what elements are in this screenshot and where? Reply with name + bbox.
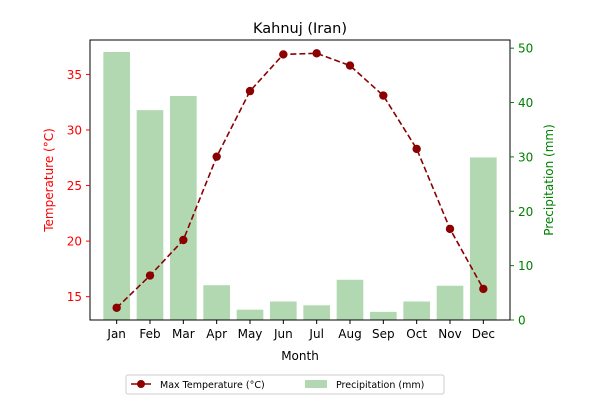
precip-bar-jun xyxy=(270,301,297,320)
temp-point-jun xyxy=(279,50,288,59)
temp-point-sep xyxy=(379,91,388,100)
x-tick-label: Apr xyxy=(206,327,227,341)
temperature-line xyxy=(112,49,488,312)
temp-point-nov xyxy=(445,224,455,234)
precip-bar-nov xyxy=(436,285,464,320)
x-tick-label: Nov xyxy=(438,327,461,341)
left-tick-label: 30 xyxy=(67,124,82,138)
temp-point-oct xyxy=(412,144,421,154)
x-tick-label: Jun xyxy=(273,327,293,341)
temp-point-apr xyxy=(212,152,221,161)
temp-point-jul xyxy=(312,49,321,58)
right-axis-ticks: 0 10 20 30 40 50 xyxy=(510,42,533,328)
temp-point-feb xyxy=(145,271,155,280)
left-axis-label: Temperature (°C) xyxy=(42,128,56,233)
legend-label-temperature: Max Temperature (°C) xyxy=(160,380,265,391)
precip-bar-sep xyxy=(370,311,397,320)
precip-bar-oct xyxy=(403,301,430,320)
plot-frame xyxy=(89,39,511,321)
x-tick-label: Jul xyxy=(308,327,323,341)
x-axis-ticks: Jan Feb Mar Apr May Jun Jul Aug Sep Oct Nov Dec xyxy=(106,320,495,341)
right-tick-label: 50 xyxy=(518,42,533,56)
right-tick-label: 20 xyxy=(518,205,533,219)
left-tick-label: 15 xyxy=(67,290,82,304)
precip-bar-dec xyxy=(470,157,497,320)
legend-marker-swatch xyxy=(137,380,145,388)
temp-point-mar xyxy=(179,235,188,245)
temp-point-may xyxy=(245,86,255,96)
legend: Max Temperature (°C) Precipitation (mm) xyxy=(125,374,445,395)
precip-bar-jan xyxy=(103,51,130,320)
right-tick-label: 40 xyxy=(518,96,533,110)
left-tick-label: 20 xyxy=(67,235,82,249)
legend-label-precipitation: Precipitation (mm) xyxy=(336,380,424,391)
chart-title: Kahnuj (Iran) xyxy=(253,21,347,37)
x-tick-label: Jan xyxy=(106,327,126,341)
x-tick-label: Dec xyxy=(472,327,495,341)
left-tick-label: 35 xyxy=(67,68,82,82)
precip-bar-may xyxy=(236,309,264,320)
right-axis-label: Precipitation (mm) xyxy=(542,124,556,236)
precip-bar-mar xyxy=(170,96,197,320)
legend-bar-swatch xyxy=(305,380,327,388)
x-tick-label: May xyxy=(238,327,263,341)
legend-frame xyxy=(125,374,445,395)
precipitation-bars xyxy=(103,51,497,320)
x-tick-label: Sep xyxy=(372,327,395,341)
temp-point-dec xyxy=(479,284,488,294)
x-axis-label: Month xyxy=(281,349,319,363)
right-tick-label: 0 xyxy=(518,314,526,328)
precip-bar-feb xyxy=(136,110,164,320)
precip-bar-aug xyxy=(336,279,364,320)
precip-bar-apr xyxy=(203,285,230,320)
x-tick-label: Aug xyxy=(338,327,361,341)
temp-point-aug xyxy=(345,61,355,70)
temperature-series-line xyxy=(116,52,484,309)
left-tick-label: 25 xyxy=(67,179,82,193)
right-tick-label: 30 xyxy=(518,150,533,164)
right-tick-label: 10 xyxy=(518,259,533,273)
x-tick-label: Mar xyxy=(172,327,195,341)
x-tick-label: Feb xyxy=(139,327,160,341)
temp-point-jan xyxy=(112,303,121,312)
left-axis-ticks: 15 20 25 30 35 xyxy=(67,68,90,304)
precip-bar-jul xyxy=(303,305,330,320)
x-tick-label: Oct xyxy=(406,327,427,341)
